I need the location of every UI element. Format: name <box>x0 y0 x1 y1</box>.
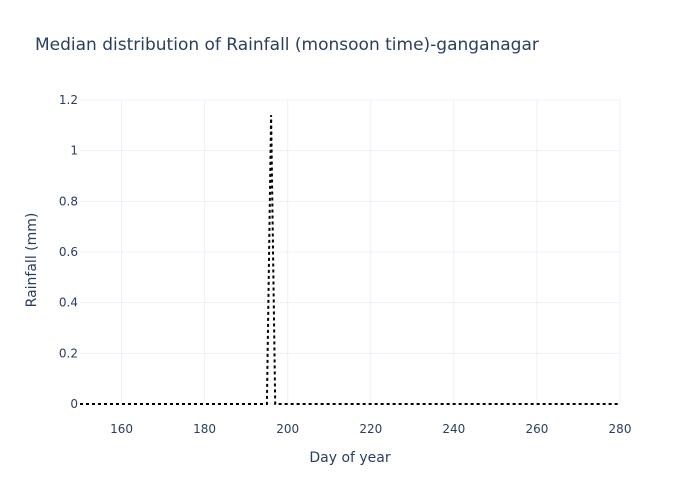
y-tick-label: 1.2 <box>59 93 78 107</box>
y-tick-labels: 0 0.2 0.4 0.6 0.8 1 1.2 <box>59 93 78 411</box>
y-tick-label: 0.6 <box>59 245 78 259</box>
x-tick-label: 180 <box>193 422 216 436</box>
x-tick-label: 220 <box>359 422 382 436</box>
y-axis-label: Rainfall (mm) <box>24 213 40 308</box>
x-tick-label: 160 <box>110 422 133 436</box>
y-tick-label: 1 <box>70 144 78 158</box>
x-tick-label: 240 <box>442 422 465 436</box>
series-layer <box>80 115 620 405</box>
grid-layer <box>80 99 621 405</box>
y-tick-label: 0.4 <box>59 296 78 310</box>
series-line <box>80 115 620 405</box>
x-tick-label: 260 <box>525 422 548 436</box>
x-tick-label: 200 <box>276 422 299 436</box>
y-tick-label: 0 <box>70 397 78 411</box>
chart-title: Median distribution of Rainfall (monsoon… <box>35 35 539 55</box>
x-tick-labels: 160 180 200 220 240 260 280 <box>110 422 631 436</box>
x-tick-label: 280 <box>609 422 632 436</box>
y-tick-label: 0.8 <box>59 194 78 208</box>
x-axis-label: Day of year <box>309 450 391 466</box>
y-tick-label: 0.2 <box>59 346 78 360</box>
